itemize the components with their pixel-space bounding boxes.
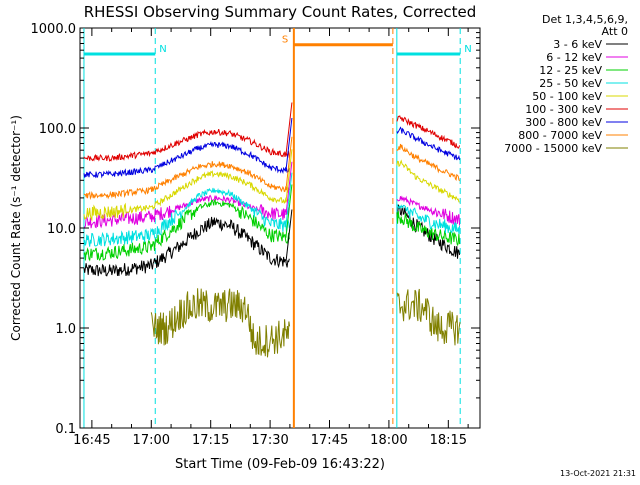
series-line (396, 143, 461, 182)
series-spike (285, 172, 293, 226)
series-line (396, 211, 461, 246)
series-spike (285, 149, 293, 203)
series-line (83, 187, 290, 247)
legend-header-line: Det 1,3,4,5,6,9, (542, 13, 628, 26)
series-line (396, 115, 461, 150)
series-line (150, 288, 291, 358)
flare-spike-layer (285, 102, 293, 263)
series-spike (285, 209, 293, 263)
legend-label: 50 - 100 keV (532, 90, 602, 103)
axes-layer: 16:45 17:00 17:15 17:30 17:45 18:00 18:15 0.1 1.… (31, 22, 480, 448)
x-tick-label: 17:15 (192, 433, 229, 448)
legend-label: 100 - 300 keV (525, 103, 602, 116)
legend-label: 800 - 7000 keV (518, 129, 602, 142)
series-line (396, 159, 460, 203)
y-tick-label: 10.0 (47, 222, 76, 237)
x-tick-label: 18:00 (370, 433, 407, 448)
annotation-label: S (282, 35, 288, 46)
series-line (396, 195, 461, 226)
series-line (396, 126, 461, 161)
series-line (83, 141, 290, 179)
series-spike (285, 161, 293, 216)
legend-label: 12 - 25 keV (539, 64, 602, 77)
x-tick-label: 17:30 (251, 433, 288, 448)
series-line (396, 203, 461, 235)
legend-label: 3 - 6 keV (553, 38, 602, 51)
series-spike (285, 117, 293, 172)
legend-label: 25 - 50 keV (539, 77, 602, 90)
legend-label: 6 - 12 keV (546, 51, 602, 64)
series-spike (285, 136, 293, 191)
y-axis-label: Corrected Count Rate (s⁻¹ detector⁻¹) (9, 115, 23, 341)
x-tick-label: 16:45 (73, 433, 110, 448)
legend-label: 300 - 800 keV (525, 116, 602, 129)
series-line (83, 170, 290, 222)
legend-header-line: Att 0 (602, 25, 628, 38)
chart-title: RHESSI Observing Summary Count Rates, Co… (84, 3, 477, 21)
series-line (396, 288, 461, 346)
series-line (83, 216, 290, 277)
x-tick-label: 18:15 (430, 433, 467, 448)
series-spike (285, 102, 293, 156)
x-axis-label: Start Time (09-Feb-09 16:43:22) (175, 457, 385, 472)
y-tick-label: 100.0 (39, 122, 76, 137)
annotation-label: N (159, 44, 166, 55)
y-tick-label: 0.1 (55, 422, 76, 437)
legend-label: 7000 - 15000 keV (504, 142, 602, 155)
x-tick-label: 17:00 (133, 433, 170, 448)
annotation-label: N (464, 44, 471, 55)
footer-date: 13-Oct-2021 21:31 (560, 469, 636, 478)
series-line (83, 128, 290, 162)
x-tick-label: 17:45 (311, 433, 348, 448)
y-tick-label: 1000.0 (31, 22, 77, 37)
series-line (83, 198, 290, 262)
series-layer (83, 115, 461, 358)
series-line (83, 161, 290, 200)
y-tick-label: 1.0 (55, 322, 76, 337)
series-spike (285, 184, 293, 238)
